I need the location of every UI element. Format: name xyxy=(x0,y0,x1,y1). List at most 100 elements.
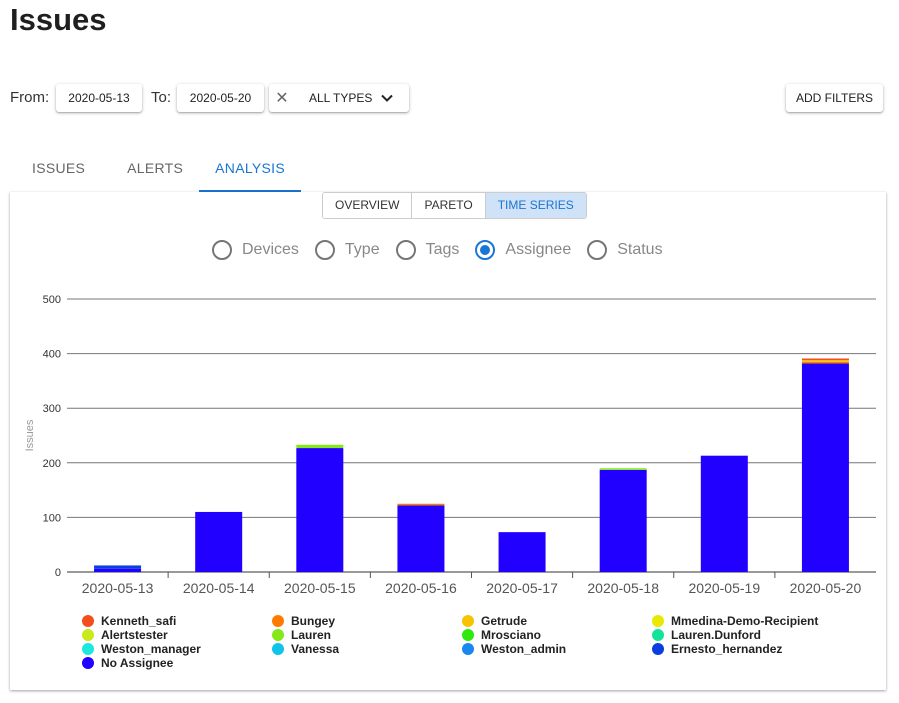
x-tick-label: 2020-05-13 xyxy=(82,580,154,596)
legend-label: No Assignee xyxy=(101,656,174,670)
radio-circle[interactable] xyxy=(475,240,496,260)
legend-dot xyxy=(272,615,284,627)
bar-segment xyxy=(801,358,849,361)
radio-label: Assignee xyxy=(505,241,572,258)
legend-item: No Assignee xyxy=(82,656,272,670)
radio-label: Devices xyxy=(242,241,299,258)
y-tick-label: 100 xyxy=(43,512,61,524)
legend-item: Kenneth_safi xyxy=(82,614,272,628)
from-date-button[interactable]: 2020-05-13 xyxy=(56,84,142,112)
tab-issues[interactable]: ISSUES xyxy=(32,160,86,176)
bar-segment xyxy=(296,448,344,572)
y-tick-label: 300 xyxy=(43,403,61,415)
to-label: To: xyxy=(151,89,172,106)
x-tick-label: 2020-05-15 xyxy=(284,580,356,596)
y-tick-label: 0 xyxy=(55,567,61,579)
legend-dot xyxy=(462,615,474,627)
y-tick-label: 500 xyxy=(43,294,61,306)
analysis-card: OVERVIEW PARETO TIME SERIES Devices Type… xyxy=(10,192,886,690)
legend-item: Lauren xyxy=(272,628,462,642)
legend-dot xyxy=(462,629,474,641)
x-tick-label: 2020-05-16 xyxy=(385,580,457,596)
legend-label: Bungey xyxy=(291,614,336,628)
bar-segment xyxy=(195,511,243,572)
legend-dot xyxy=(82,629,94,641)
legend-label: Kenneth_safi xyxy=(101,614,177,628)
x-tick-label: 2020-05-19 xyxy=(689,580,761,596)
legend-dot xyxy=(462,643,474,655)
radio-circle[interactable] xyxy=(212,240,232,260)
from-label: From: xyxy=(10,89,50,106)
radio-type[interactable]: Type xyxy=(314,240,380,260)
legend-dot xyxy=(82,615,94,627)
view-toggle: OVERVIEW PARETO TIME SERIES xyxy=(322,192,587,219)
legend-label: Weston_manager xyxy=(101,642,201,656)
bar-segment xyxy=(94,568,142,572)
legend-label: Getrude xyxy=(481,614,528,628)
radio-label: Status xyxy=(617,241,663,258)
bar-segment xyxy=(397,503,445,506)
legend-label: Lauren xyxy=(291,628,332,642)
pareto-button[interactable]: PARETO xyxy=(412,193,486,218)
bar-segment xyxy=(801,363,849,572)
legend-label: Weston_admin xyxy=(481,642,567,656)
bar-segment xyxy=(700,455,748,572)
bar-segment xyxy=(801,361,849,364)
radio-tags[interactable]: Tags xyxy=(395,240,459,260)
filter-bar: From: 2020-05-13 To: 2020-05-20 ✕ ALL TY… xyxy=(10,83,883,113)
legend-dot xyxy=(82,643,94,655)
types-select[interactable]: ✕ ALL TYPES xyxy=(269,84,409,112)
x-tick-label: 2020-05-17 xyxy=(486,580,558,596)
legend-item: Getrude xyxy=(462,614,652,628)
add-filters-button[interactable]: ADD FILTERS xyxy=(786,84,883,112)
chevron-down-icon[interactable] xyxy=(380,91,394,105)
tab-bar: ISSUES ALERTS ANALYSIS xyxy=(16,150,301,192)
legend-item: Weston_manager xyxy=(82,642,272,656)
tab-alerts[interactable]: ALERTS xyxy=(127,160,184,176)
legend-item: Alertstester xyxy=(82,628,272,642)
legend-label: Ernesto_hernandez xyxy=(671,642,783,656)
legend-item: Bungey xyxy=(272,614,462,628)
chart-legend: Kenneth_safi Bungey Getrude Mmedina-Demo-Re… xyxy=(82,614,872,670)
bar-segment xyxy=(296,444,344,449)
x-tick-label: 2020-05-18 xyxy=(587,580,659,596)
page-title: Issues xyxy=(10,2,107,37)
overview-button[interactable]: OVERVIEW xyxy=(323,193,413,218)
y-axis-label: Issues xyxy=(24,419,36,451)
legend-label: Vanessa xyxy=(291,642,340,656)
radio-circle[interactable] xyxy=(395,240,416,260)
legend-item: Lauren.Dunford xyxy=(652,628,842,642)
radio-circle[interactable] xyxy=(587,240,608,260)
group-by-radio-group: Devices Type Tags Assignee Status xyxy=(212,240,679,260)
legend-item: Ernesto_hernandez xyxy=(652,642,842,656)
clear-icon[interactable]: ✕ xyxy=(275,90,289,107)
y-tick-label: 400 xyxy=(43,349,61,361)
legend-item: Vanessa xyxy=(272,642,462,656)
legend-item: Weston_admin xyxy=(462,642,652,656)
legend-dot xyxy=(652,629,664,641)
legend-label: Alertstester xyxy=(101,628,168,642)
time-series-chart: 0 100 200 300 400 500 Issues 2020-05-13 2020-05-… xyxy=(24,294,876,596)
legend-label: Mrosciano xyxy=(481,628,542,642)
radio-circle[interactable] xyxy=(314,240,335,260)
radio-assignee[interactable]: Assignee xyxy=(475,240,571,260)
bar-segment xyxy=(397,505,445,572)
radio-status[interactable]: Status xyxy=(587,240,663,260)
x-tick-label: 2020-05-20 xyxy=(790,580,862,596)
to-date-button[interactable]: 2020-05-20 xyxy=(177,84,264,112)
bar-segment xyxy=(599,469,647,572)
legend-dot xyxy=(272,643,284,655)
time-series-button[interactable]: TIME SERIES xyxy=(485,193,586,218)
legend-dot xyxy=(652,643,664,655)
y-tick-label: 200 xyxy=(43,458,61,470)
legend-dot xyxy=(272,629,284,641)
bar-segment xyxy=(498,532,546,572)
bar-segment xyxy=(599,468,647,470)
legend-label: Mmedina-Demo-Recipient xyxy=(671,614,819,628)
legend-item: Mmedina-Demo-Recipient xyxy=(652,614,842,628)
tab-analysis[interactable]: ANALYSIS xyxy=(199,150,301,192)
legend-dot xyxy=(652,615,664,627)
legend-dot xyxy=(82,657,94,669)
radio-devices[interactable]: Devices xyxy=(212,240,299,260)
types-label[interactable]: ALL TYPES xyxy=(309,91,373,105)
